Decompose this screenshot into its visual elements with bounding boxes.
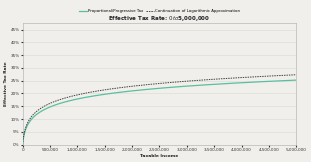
Continuation of Logarithmic Approximation bbox=[224, 78, 227, 80]
Proportional/Progressive Tax bbox=[295, 79, 298, 81]
Continuation of Logarithmic Approximation bbox=[120, 87, 123, 88]
Line: Proportional/Progressive Tax: Proportional/Progressive Tax bbox=[23, 80, 296, 145]
Proportional/Progressive Tax bbox=[183, 85, 187, 87]
Proportional/Progressive Tax bbox=[120, 91, 123, 93]
Line: Continuation of Logarithmic Approximation: Continuation of Logarithmic Approximatio… bbox=[23, 75, 296, 145]
Legend: Proportional/Progressive Tax, Continuation of Logarithmic Approximation: Proportional/Progressive Tax, Continuati… bbox=[79, 10, 240, 13]
Continuation of Logarithmic Approximation bbox=[35, 111, 38, 113]
Proportional/Progressive Tax bbox=[35, 114, 38, 116]
Y-axis label: Effective Tax Rate: Effective Tax Rate bbox=[4, 62, 8, 106]
Continuation of Logarithmic Approximation bbox=[21, 144, 25, 145]
Proportional/Progressive Tax bbox=[224, 83, 227, 85]
Continuation of Logarithmic Approximation bbox=[295, 74, 298, 76]
Continuation of Logarithmic Approximation bbox=[238, 77, 242, 79]
Proportional/Progressive Tax bbox=[238, 82, 242, 84]
X-axis label: Taxable Income: Taxable Income bbox=[140, 154, 179, 158]
Proportional/Progressive Tax bbox=[21, 144, 25, 145]
Continuation of Logarithmic Approximation bbox=[183, 80, 187, 82]
Proportional/Progressive Tax bbox=[195, 84, 198, 86]
Title: Effective Tax Rate: $0 to $5,000,000: Effective Tax Rate: $0 to $5,000,000 bbox=[108, 14, 211, 23]
Continuation of Logarithmic Approximation bbox=[195, 80, 198, 81]
